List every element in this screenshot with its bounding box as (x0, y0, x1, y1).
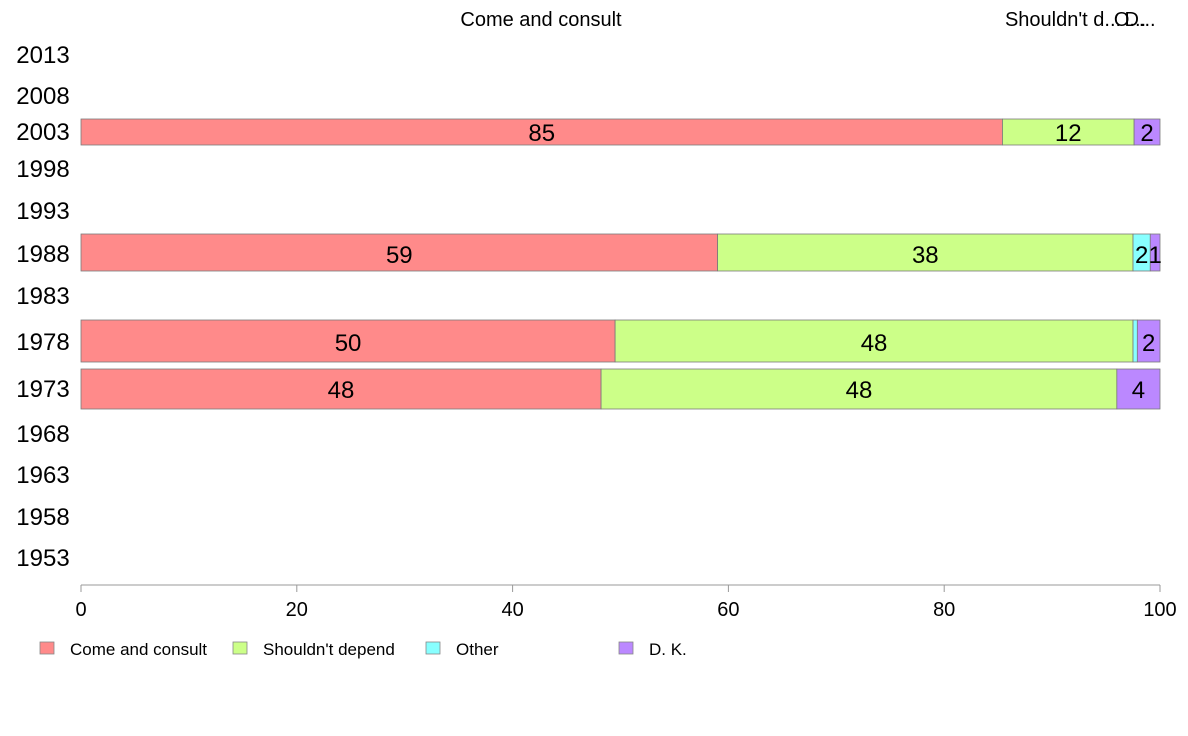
x-tick-label: 40 (501, 599, 523, 621)
legend-swatch (39, 641, 55, 655)
legend-swatch (232, 641, 248, 655)
bar-label: 2 (1135, 242, 1148, 269)
year-label: 1953 (16, 545, 69, 572)
bar-label: 38 (912, 242, 939, 269)
bar-label: 2 (1142, 330, 1155, 357)
top-label: Shouldn't d... (1005, 9, 1121, 31)
bar-label: 48 (846, 377, 873, 404)
bar-label: 50 (335, 330, 362, 357)
year-label: 1983 (16, 283, 69, 310)
legend-label: Come and consult (70, 640, 207, 659)
bar-segment (1002, 118, 1135, 146)
bar-label: 48 (861, 330, 888, 357)
year-label: 1993 (16, 198, 69, 225)
bar-label: 48 (328, 377, 355, 404)
legend-swatch (618, 641, 634, 655)
top-label: O... (1114, 9, 1146, 31)
year-label: 2008 (16, 83, 69, 110)
bar-segment (1149, 233, 1161, 272)
bar-segment (80, 368, 602, 410)
bar-segment (1136, 319, 1161, 363)
bar-segment (1116, 368, 1161, 410)
year-label: 1963 (16, 462, 69, 489)
x-tick-label: 20 (286, 599, 308, 621)
bar-segment (614, 319, 1134, 363)
year-label: 1998 (16, 156, 69, 183)
bar-label: 2 (1140, 120, 1153, 147)
top-label: D... (1124, 9, 1155, 31)
bar-label: 1 (1148, 242, 1161, 269)
bar-label: 12 (1055, 120, 1082, 147)
year-label: 2003 (16, 119, 69, 146)
bar-segment (600, 368, 1118, 410)
x-tick-label: 80 (933, 599, 955, 621)
x-tick-label: 60 (717, 599, 739, 621)
bar-segment (80, 319, 616, 363)
year-label: 1973 (16, 376, 69, 403)
x-tick-label: 0 (75, 599, 86, 621)
year-label: 1968 (16, 421, 69, 448)
bar-label: 59 (386, 242, 413, 269)
bar-segment (1132, 319, 1138, 363)
legend-label: D. K. (649, 640, 687, 659)
year-label: 1978 (16, 329, 69, 356)
legend-label: Shouldn't depend (263, 640, 395, 659)
legend-label: Other (456, 640, 499, 659)
bar-segment (1133, 118, 1161, 146)
year-label: 1988 (16, 241, 69, 268)
year-label: 1958 (16, 504, 69, 531)
legend-swatch (425, 641, 441, 655)
top-label: Come and consult (460, 9, 622, 31)
year-label: 2013 (16, 42, 69, 69)
bar-label: 4 (1132, 377, 1145, 404)
x-tick-label: 100 (1143, 599, 1176, 621)
bar-segment (717, 233, 1134, 272)
bar-label: 85 (528, 120, 555, 147)
